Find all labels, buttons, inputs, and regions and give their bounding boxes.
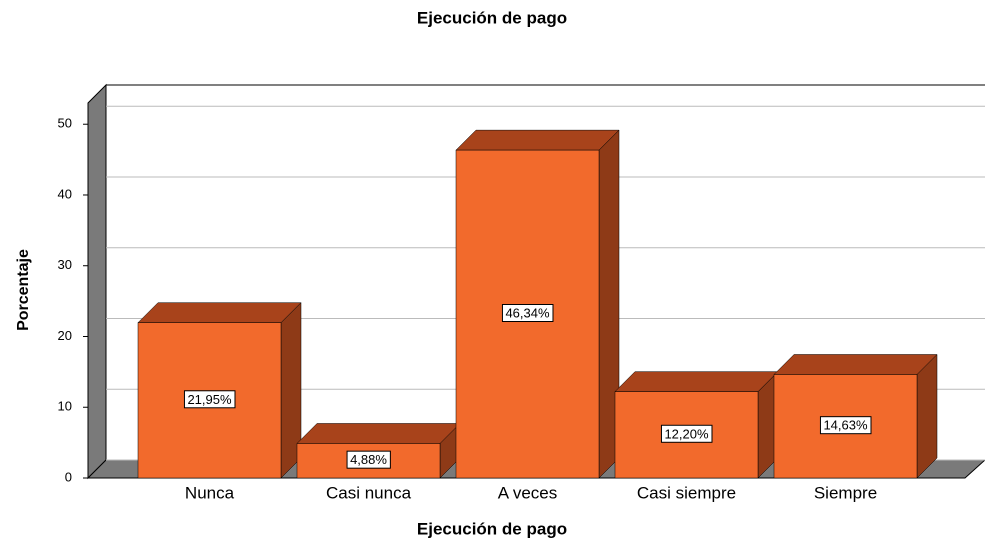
x-tick-label: A veces bbox=[498, 483, 558, 502]
bar-side bbox=[916, 353, 938, 479]
value-label: 21,95% bbox=[187, 392, 232, 407]
bar-top bbox=[455, 129, 620, 151]
bars: 21,95% 4,88% 46,34% 12,20% 14,63% bbox=[137, 129, 938, 479]
value-label-box bbox=[501, 303, 554, 322]
bar-top bbox=[137, 302, 302, 323]
value-label: 12,20% bbox=[664, 426, 709, 441]
x-tick-label: Casi siempre bbox=[637, 483, 736, 502]
value-label-box bbox=[819, 416, 872, 435]
bar-top bbox=[773, 354, 938, 375]
y-tick-label: 10 bbox=[58, 399, 72, 414]
y-axis-label: Porcentaje bbox=[15, 249, 32, 331]
value-label-box bbox=[346, 450, 391, 469]
bar-top bbox=[614, 371, 779, 392]
value-label-box bbox=[183, 390, 236, 409]
left-wall bbox=[87, 83, 107, 480]
y-tick-label: 20 bbox=[58, 328, 72, 343]
x-axis-label: Ejecución de pago bbox=[417, 519, 567, 538]
x-tick-label: Nunca bbox=[185, 483, 235, 502]
value-label: 14,63% bbox=[823, 418, 868, 433]
value-label: 4,88% bbox=[350, 452, 387, 467]
y-tick-label: 50 bbox=[58, 116, 72, 131]
y-tick-label: 30 bbox=[58, 257, 72, 272]
value-label-box bbox=[660, 424, 713, 443]
x-tick-label: Casi nunca bbox=[326, 483, 412, 502]
x-tick-label: Siempre bbox=[814, 483, 877, 502]
value-label: 46,34% bbox=[505, 305, 550, 320]
chart-title: Ejecución de pago bbox=[417, 8, 567, 27]
y-tick-label: 40 bbox=[58, 186, 72, 201]
bar-top bbox=[296, 423, 461, 444]
y-tick-label: 0 bbox=[65, 469, 72, 484]
